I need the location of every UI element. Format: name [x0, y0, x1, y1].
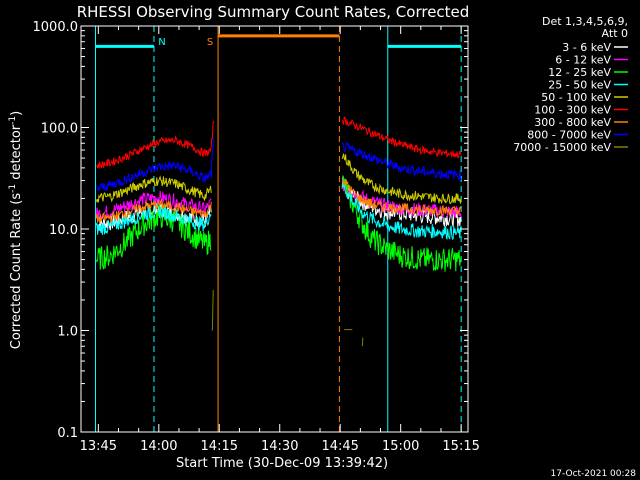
- series-5: [96, 116, 462, 169]
- series-line: [211, 290, 214, 331]
- y-tick-label: 1000.0: [33, 20, 79, 35]
- series-line: [341, 178, 462, 240]
- x-tick-label: 14:30: [261, 439, 298, 454]
- legend-label: 6 - 12 keV: [555, 54, 611, 67]
- legend-header: Att 0: [602, 27, 628, 40]
- series-7: [96, 137, 462, 193]
- chart-title: RHESSI Observing Summary Count Rates, Co…: [77, 3, 470, 21]
- series-line: [96, 120, 215, 169]
- series-2: [95, 175, 462, 272]
- legend-label: 7000 - 15000 keV: [513, 141, 611, 154]
- legend-label: 25 - 50 keV: [548, 79, 611, 92]
- legend-header: Det 1,3,4,5,6,9,: [542, 15, 628, 28]
- series-8: [211, 290, 364, 347]
- series-line: [341, 177, 462, 217]
- series-line: [96, 137, 215, 193]
- marker-label: N: [158, 37, 165, 48]
- footer-date: 17-Oct-2021 00:28: [551, 469, 637, 479]
- y-tick-label: 1.0: [57, 325, 78, 340]
- x-tick-label: 13:45: [80, 439, 117, 454]
- series-4: [95, 153, 462, 205]
- marker-label: S: [207, 37, 213, 48]
- legend-label: 100 - 300 keV: [534, 104, 611, 117]
- y-tick-label: 0.1: [57, 426, 78, 441]
- x-axis-label: Start Time (30-Dec-09 13:39:42): [176, 456, 388, 471]
- legend-label: 12 - 25 keV: [548, 66, 611, 79]
- series-line: [95, 190, 212, 221]
- legend-label: 800 - 7000 keV: [527, 129, 611, 142]
- series-line: [341, 175, 462, 272]
- series-line: [95, 204, 212, 270]
- legend-label: 50 - 100 keV: [541, 91, 611, 104]
- series-line: [341, 116, 462, 159]
- series-line: [341, 182, 462, 228]
- series-line: [95, 175, 212, 204]
- legend-label: 3 - 6 keV: [562, 41, 611, 54]
- x-tick-label: 14:15: [201, 439, 238, 454]
- y-axis-label: Corrected Count Rate (s-1 detector-1): [8, 111, 24, 349]
- x-tick-label: 14:45: [321, 439, 358, 454]
- y-axis-ticks: 1000.0 100.0 10.0 1.0 0.1: [33, 20, 468, 441]
- series-line: [95, 198, 212, 224]
- series-layer: [95, 116, 462, 347]
- x-tick-label: 15:15: [442, 439, 479, 454]
- y-tick-label: 10.0: [49, 223, 78, 238]
- legend-label: 300 - 800 keV: [534, 116, 611, 129]
- y-tick-label: 100.0: [41, 122, 78, 137]
- x-axis-ticks: 13:45 14:00 14:15 14:30 14:45 15:00 15:15: [80, 26, 480, 454]
- x-tick-label: 15:00: [382, 439, 419, 454]
- series-line: [341, 153, 462, 205]
- series-6: [95, 177, 462, 224]
- series-line: [341, 142, 462, 182]
- x-tick-label: 14:00: [140, 439, 177, 454]
